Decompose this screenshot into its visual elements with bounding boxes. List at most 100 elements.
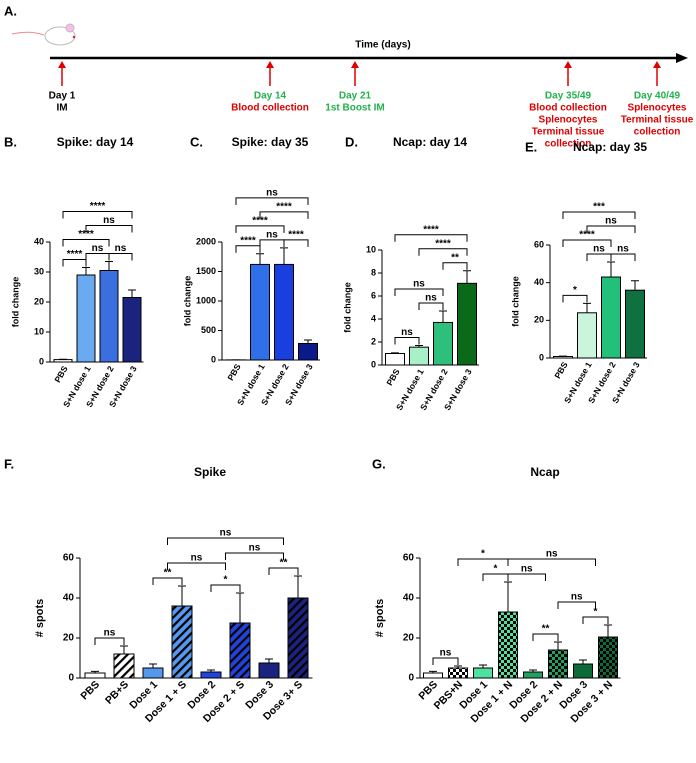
significance-bracket xyxy=(562,294,588,303)
chart-title: Ncap: day 14 xyxy=(393,135,467,149)
chart-title: Ncap xyxy=(530,465,559,479)
significance-bracket xyxy=(394,336,420,345)
error-bar xyxy=(304,339,312,344)
significance-label: **** xyxy=(423,224,439,235)
y-axis-label: fold change xyxy=(10,277,20,328)
bar xyxy=(200,671,222,679)
significance-bracket xyxy=(108,253,133,261)
bar xyxy=(250,263,270,361)
error-bar xyxy=(236,592,244,623)
significance-label: **** xyxy=(67,249,83,260)
significance-label: **** xyxy=(435,238,451,249)
y-tick-label: 0 xyxy=(39,356,44,366)
bar xyxy=(84,672,106,679)
bar xyxy=(548,649,568,679)
significance-label: ** xyxy=(164,568,172,579)
significance-label: ns xyxy=(249,543,261,554)
y-tick-label: 1500 xyxy=(196,266,216,276)
y-tick-label: 0 xyxy=(408,673,414,684)
x-tick-label: PBS xyxy=(52,364,70,384)
significance-bracket xyxy=(507,573,546,581)
bar xyxy=(287,597,309,679)
error-bar xyxy=(631,280,639,291)
significance-bracket xyxy=(394,288,444,296)
y-tick-label: 40 xyxy=(403,593,415,604)
y-tick-label: 500 xyxy=(201,325,216,335)
event-label: 1st Boost IM xyxy=(325,103,384,114)
time-arrowhead xyxy=(676,53,688,63)
significance-bracket xyxy=(167,537,284,545)
panel-label: D. xyxy=(345,134,358,149)
y-tick-label: 40 xyxy=(63,593,75,604)
error-bar xyxy=(105,261,113,271)
bar xyxy=(433,321,453,366)
significance-bracket xyxy=(62,239,110,247)
significance-label: ** xyxy=(280,558,288,569)
significance-bracket xyxy=(235,197,309,205)
bar xyxy=(423,672,443,679)
chart-title: Spike: day 14 xyxy=(57,135,134,149)
significance-bracket xyxy=(85,253,110,261)
significance-bracket xyxy=(610,253,636,261)
significance-label: **** xyxy=(90,201,106,212)
error-bar xyxy=(454,665,462,668)
x-tick-label: PBS xyxy=(78,679,102,703)
significance-label: ns xyxy=(92,243,104,254)
y-tick-label: 0 xyxy=(211,354,216,364)
mouse-icon xyxy=(11,23,76,46)
significance-bracket xyxy=(210,584,241,592)
event-label: Day 1 xyxy=(49,91,76,102)
y-tick-label: 30 xyxy=(34,266,44,276)
significance-bracket xyxy=(85,225,133,233)
error-bar xyxy=(583,302,591,313)
panel-label: F. xyxy=(4,456,14,471)
event-label: Terminal tissue xyxy=(621,115,694,126)
significance-bracket xyxy=(442,262,468,270)
significance-bracket xyxy=(582,616,609,624)
event-label: Splenocytes xyxy=(539,115,598,126)
y-tick-label: 60 xyxy=(534,239,544,249)
event-label: Day 40/49 xyxy=(634,91,681,102)
y-axis-label: fold change xyxy=(342,282,352,333)
chart-title: Spike xyxy=(194,465,226,479)
error-bar xyxy=(504,581,512,612)
error-bar xyxy=(607,261,615,278)
error-bar xyxy=(128,289,136,298)
significance-label: ns xyxy=(546,549,558,560)
event-label: Blood collection xyxy=(231,103,309,114)
significance-bracket xyxy=(235,245,261,253)
error-bar xyxy=(415,344,423,348)
significance-label: * xyxy=(481,549,485,560)
bar xyxy=(523,671,543,679)
y-tick-label: 10 xyxy=(34,326,44,336)
bar xyxy=(229,622,251,679)
error-bar xyxy=(439,310,447,323)
bar xyxy=(448,667,468,679)
error-bar xyxy=(280,247,288,265)
significance-label: ns xyxy=(266,230,278,241)
error-bar xyxy=(604,624,612,637)
y-tick-label: 4 xyxy=(371,313,376,323)
x-tick-label: PBS xyxy=(552,360,570,380)
significance-label: ** xyxy=(542,624,550,635)
significance-label: *** xyxy=(593,202,605,213)
panel-label: G. xyxy=(372,456,386,471)
significance-label: ** xyxy=(451,252,459,263)
significance-label: ns xyxy=(401,327,413,338)
y-tick-label: 20 xyxy=(63,633,75,644)
error-bar xyxy=(479,664,487,668)
y-tick-label: 60 xyxy=(63,553,75,564)
significance-bracket xyxy=(562,211,636,219)
y-tick-label: 2 xyxy=(371,336,376,346)
bar xyxy=(577,312,597,359)
significance-bracket xyxy=(62,259,87,267)
y-tick-label: 20 xyxy=(34,296,44,306)
bar xyxy=(573,663,593,679)
error-bar xyxy=(265,658,273,663)
significance-bracket xyxy=(152,577,183,585)
error-bar xyxy=(391,352,399,354)
y-tick-label: 6 xyxy=(371,290,376,300)
event-label: collection xyxy=(545,139,592,150)
event-label: Day 21 xyxy=(339,91,372,102)
